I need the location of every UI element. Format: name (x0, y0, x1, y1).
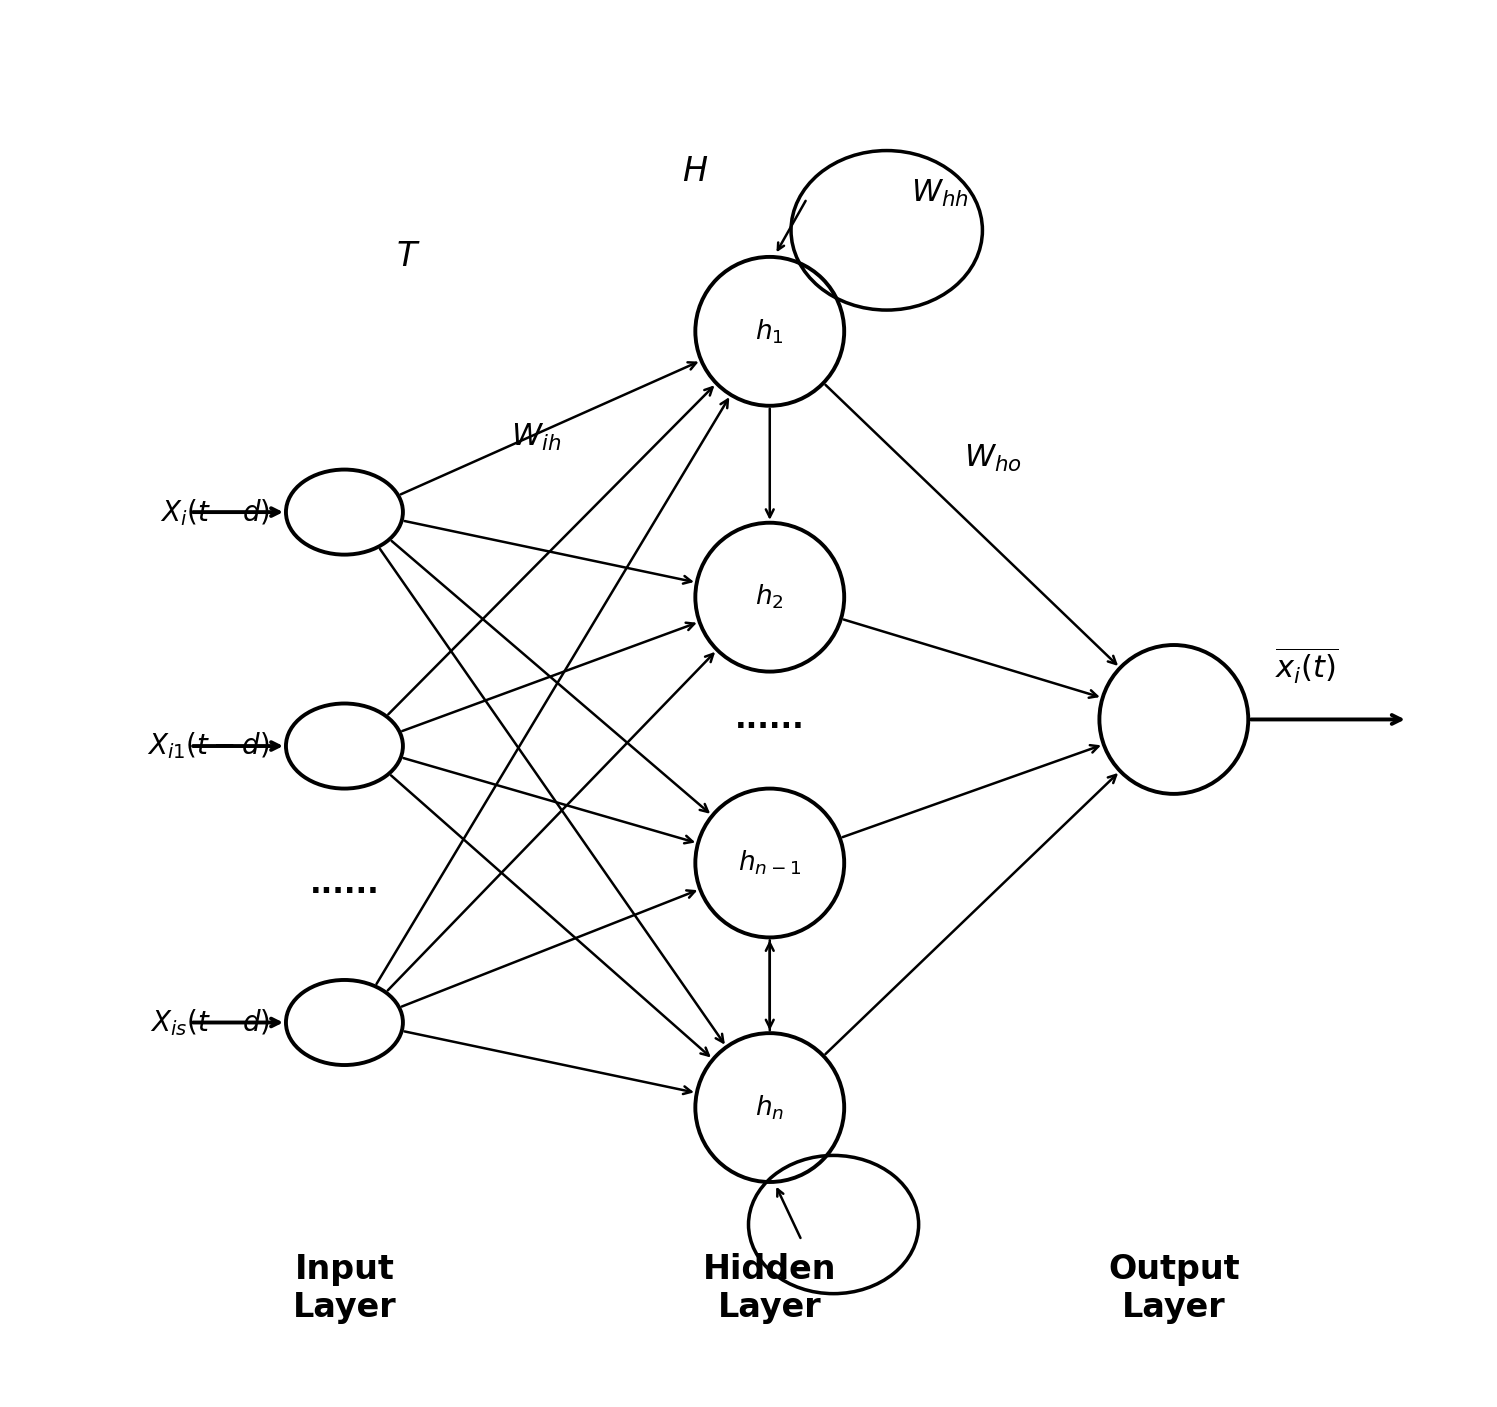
Text: $h_n$: $h_n$ (754, 1093, 784, 1121)
Text: $W_{ho}$: $W_{ho}$ (964, 443, 1022, 474)
Text: Input
Layer: Input Layer (292, 1252, 397, 1324)
Text: $\overline{x_i(t)}$: $\overline{x_i(t)}$ (1275, 646, 1338, 687)
Text: $h_{n-1}$: $h_{n-1}$ (738, 848, 801, 877)
Text: Hidden
Layer: Hidden Layer (704, 1252, 837, 1324)
Text: $X_{is}(t-d)$: $X_{is}(t-d)$ (150, 1007, 269, 1038)
Text: $W_{hh}$: $W_{hh}$ (912, 177, 969, 208)
Text: Output
Layer: Output Layer (1108, 1252, 1240, 1324)
Text: ......: ...... (310, 870, 379, 899)
Text: $T$: $T$ (395, 241, 421, 273)
Text: $h_2$: $h_2$ (756, 582, 784, 612)
Text: $X_i(t-d)$: $X_i(t-d)$ (160, 497, 269, 528)
Text: ......: ...... (735, 705, 805, 734)
Text: $W_{ih}$: $W_{ih}$ (510, 422, 561, 453)
Text: $H$: $H$ (683, 155, 708, 189)
Text: $X_{i1}(t-d)$: $X_{i1}(t-d)$ (148, 730, 269, 761)
Text: $h_1$: $h_1$ (756, 317, 784, 346)
